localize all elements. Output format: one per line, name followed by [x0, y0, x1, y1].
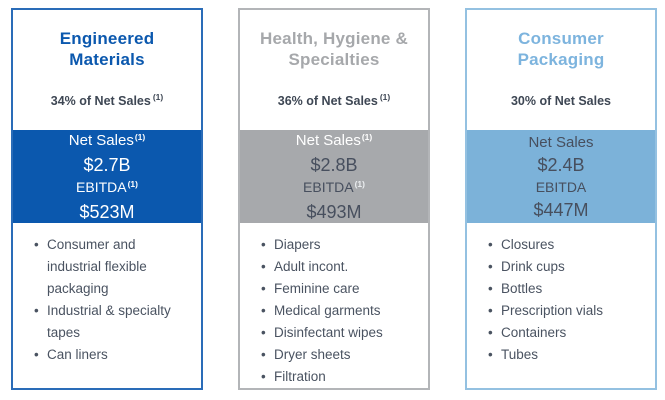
list-item: Adult incont.	[260, 256, 416, 278]
card-title-line1: Consumer	[518, 29, 604, 48]
metric-ebitda-value: $493M	[306, 200, 361, 224]
segment-cards-row: Engineered Materials 34% of Net Sales (1)…	[11, 8, 657, 390]
product-list: Diapers Adult incont. Feminine care Medi…	[240, 223, 428, 388]
list-item: Consumer and industrial flexible packagi…	[33, 234, 189, 300]
list-item: Industrial & specialty tapes	[33, 300, 189, 344]
metric-text: $447M	[533, 199, 589, 220]
metric-text: EBITDA	[76, 178, 127, 195]
metric-text: EBITDA	[535, 178, 587, 195]
metric-net-sales-value: $2.4B	[537, 153, 584, 177]
segment-card-health-hygiene-specialties: Health, Hygiene & Specialties 36% of Net…	[238, 8, 430, 390]
footnote-superscript: (1)	[379, 92, 391, 102]
metric-text: $2.4B	[537, 154, 585, 175]
segment-card-consumer-packaging: Consumer Packaging 30% of Net Sales Net …	[465, 8, 657, 390]
metric-net-sales-label: Net Sales	[528, 132, 593, 153]
card-title-line1: Health, Hygiene &	[260, 29, 408, 48]
metric-ebitda-label: EBITDA(1)	[303, 177, 365, 200]
list-item: Diapers	[260, 234, 416, 256]
card-header: Consumer Packaging 30% of Net Sales	[467, 10, 655, 130]
list-item: Filtration	[260, 366, 416, 388]
metric-net-sales-value: $2.7B	[83, 153, 130, 177]
list-item: Dryer sheets	[260, 344, 416, 366]
list-item: Closures	[487, 234, 643, 256]
metric-text: $493M	[306, 201, 362, 222]
product-list: Closures Drink cups Bottles Prescription…	[467, 223, 655, 388]
list-item: Bottles	[487, 278, 643, 300]
metric-net-sales-value: $2.8B	[310, 153, 357, 177]
list-item: Drink cups	[487, 256, 643, 278]
net-sales-percent-text: 30% of Net Sales	[510, 94, 612, 108]
metric-ebitda-value: $447M	[533, 198, 588, 222]
net-sales-percent-text: 34% of Net Sales	[50, 94, 151, 108]
footnote-superscript: (1)	[354, 178, 365, 189]
card-title-line2: Materials	[69, 50, 145, 69]
card-title-line1: Engineered	[59, 29, 155, 48]
list-item: Can liners	[33, 344, 189, 366]
card-title: Engineered Materials	[60, 28, 155, 70]
list-item: Containers	[487, 322, 643, 344]
metric-text: EBITDA	[303, 178, 354, 195]
product-list: Consumer and industrial flexible packagi…	[13, 223, 201, 388]
metric-text: Net Sales	[528, 133, 594, 151]
metrics-box: Net Sales(1) $2.8B EBITDA(1) $493M	[240, 130, 428, 223]
footnote-superscript: (1)	[152, 92, 164, 102]
list-item: Prescription vials	[487, 300, 643, 322]
metric-ebitda-label: EBITDA	[536, 177, 587, 198]
footnote-superscript: (1)	[127, 178, 138, 189]
metric-ebitda-value: $523M	[79, 200, 134, 224]
card-header: Health, Hygiene & Specialties 36% of Net…	[240, 10, 428, 130]
metric-text: Net Sales	[295, 131, 361, 149]
footnote-superscript: (1)	[361, 131, 373, 142]
net-sales-percent: 36% of Net Sales (1)	[277, 92, 391, 108]
metric-net-sales-label: Net Sales(1)	[296, 130, 372, 153]
metric-text: $2.7B	[83, 154, 131, 175]
card-title: Consumer Packaging	[518, 28, 605, 70]
net-sales-percent: 30% of Net Sales	[511, 94, 611, 108]
list-item: Disinfectant wipes	[260, 322, 416, 344]
metric-text: Net Sales	[68, 131, 134, 149]
segment-card-engineered-materials: Engineered Materials 34% of Net Sales (1)…	[11, 8, 203, 390]
net-sales-percent: 34% of Net Sales (1)	[50, 92, 164, 108]
net-sales-percent-text: 36% of Net Sales	[277, 94, 378, 108]
card-title-line2: Specialties	[288, 50, 380, 69]
footnote-superscript: (1)	[134, 131, 146, 142]
list-item: Feminine care	[260, 278, 416, 300]
metric-text: $523M	[79, 201, 135, 222]
card-title-line2: Packaging	[517, 50, 605, 69]
metrics-box: Net Sales(1) $2.7B EBITDA(1) $523M	[13, 130, 201, 223]
metric-ebitda-label: EBITDA(1)	[76, 177, 138, 200]
card-title: Health, Hygiene & Specialties	[260, 28, 408, 70]
metrics-box: Net Sales $2.4B EBITDA $447M	[467, 130, 655, 223]
card-header: Engineered Materials 34% of Net Sales (1)	[13, 10, 201, 130]
metric-text: $2.8B	[310, 154, 358, 175]
metric-net-sales-label: Net Sales(1)	[69, 130, 145, 153]
list-item: Medical garments	[260, 300, 416, 322]
list-item: Tubes	[487, 344, 643, 366]
